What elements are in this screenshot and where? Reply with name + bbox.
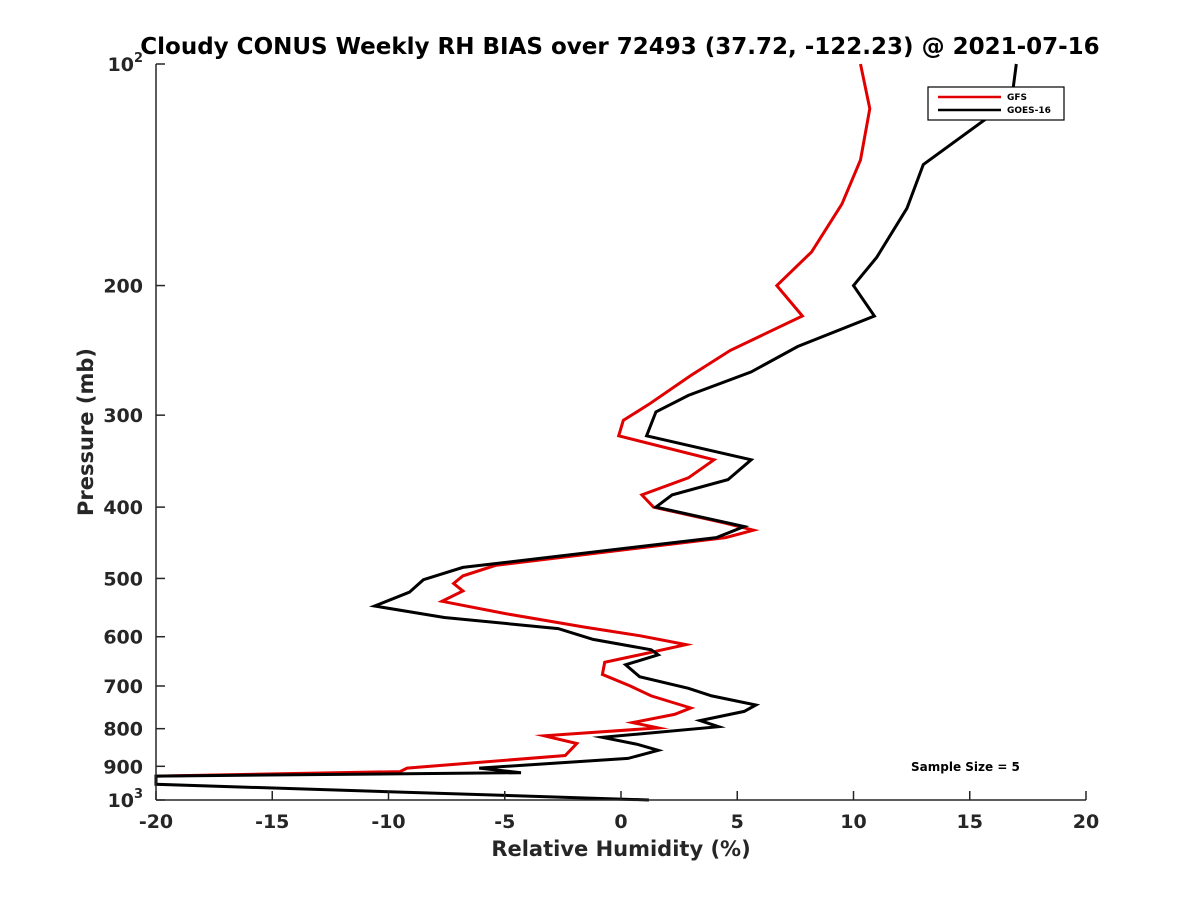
x-tick-label: 5 [731,811,744,833]
y-tick-label: 103 [108,787,144,812]
x-axis-label: Relative Humidity (%) [491,837,750,861]
y-tick-label: 400 [103,497,143,519]
x-tick-label: -10 [371,811,405,833]
ticks-layer: -20 -15 -10 -5 0 5 10 15 20102200300400500600700… [103,51,1099,833]
series-line-gfs [155,63,872,778]
x-tick-label: -20 [139,811,173,833]
x-tick-label: 15 [957,811,983,833]
y-tick-label: 200 [103,276,143,298]
y-tick-label: 300 [103,405,143,427]
legend-label-goes16: GOES-16 [1007,106,1051,116]
y-tick-label: 800 [103,719,143,741]
legend: GFS GOES-16 [927,86,1065,121]
y-tick-label: 900 [103,756,143,778]
x-tick-label: 20 [1073,811,1099,833]
y-tick-base: 10 [108,790,134,812]
y-tick-label: 500 [103,568,143,590]
legend-label-gfs: GFS [1007,93,1027,103]
y-tick-label: 700 [103,676,143,698]
x-tick-label: -15 [255,811,289,833]
x-tick-label: 0 [614,811,627,833]
sample-size-annotation: Sample Size = 5 [911,760,1020,774]
y-tick-label: 102 [108,51,144,76]
y-tick-exponent: 3 [134,787,143,802]
x-tick-label: 10 [840,811,866,833]
chart-title: Cloudy CONUS Weekly RH BIAS over 72493 (… [140,34,1099,60]
series-layer [154,63,1018,802]
y-axis-label: Pressure (mb) [74,348,98,516]
legend-box [927,86,1065,121]
y-tick-exponent: 2 [134,51,143,66]
y-tick-label: 600 [103,627,143,649]
y-tick-base: 10 [108,54,134,76]
series-line-goes16 [154,63,1018,802]
x-tick-label: -5 [494,811,515,833]
